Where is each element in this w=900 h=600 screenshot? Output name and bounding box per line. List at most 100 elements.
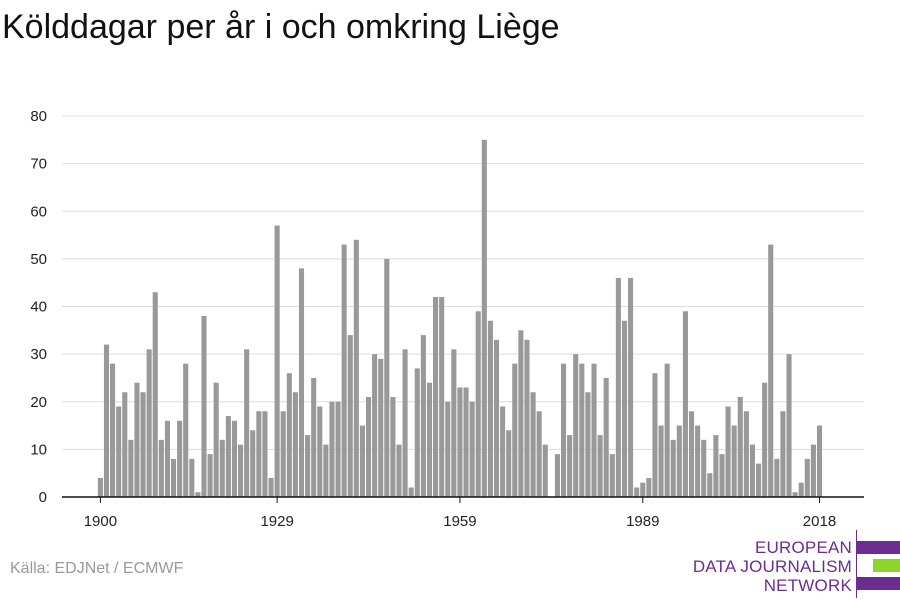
bar-1985[interactable] <box>615 277 621 497</box>
bar-1948[interactable] <box>390 396 396 497</box>
bar-1976[interactable] <box>561 363 567 497</box>
bar-1952[interactable] <box>414 368 420 497</box>
bar-1969[interactable] <box>518 330 524 497</box>
bar-1901[interactable] <box>103 344 110 497</box>
bar-1972[interactable] <box>536 411 542 497</box>
bar-1949[interactable] <box>396 444 402 497</box>
bar-1914[interactable] <box>183 363 189 497</box>
bar-2001[interactable] <box>713 435 719 497</box>
bar-1975[interactable] <box>554 454 560 497</box>
bar-1988[interactable] <box>634 487 640 497</box>
bar-1954[interactable] <box>426 382 433 497</box>
bar-1963[interactable] <box>481 139 487 497</box>
bar-1919[interactable] <box>213 382 219 497</box>
bar-1943[interactable] <box>359 425 365 497</box>
bar-1964[interactable] <box>487 320 493 497</box>
bar-1990[interactable] <box>646 477 652 497</box>
bar-1955[interactable] <box>433 296 439 497</box>
bar-1971[interactable] <box>530 392 536 497</box>
bar-2010[interactable] <box>768 244 774 497</box>
bar-1986[interactable] <box>621 320 628 497</box>
bar-1947[interactable] <box>384 258 390 498</box>
bar-1905[interactable] <box>128 439 134 497</box>
bar-1918[interactable] <box>207 454 213 497</box>
bar-1938[interactable] <box>329 401 335 497</box>
bar-2006[interactable] <box>743 411 749 497</box>
bar-1983[interactable] <box>603 377 609 497</box>
bar-1942[interactable] <box>353 239 359 497</box>
bar-1915[interactable] <box>189 458 195 497</box>
bar-1927[interactable] <box>262 411 268 497</box>
bar-1973[interactable] <box>542 444 548 497</box>
bar-1909[interactable] <box>152 292 158 497</box>
bar-1998[interactable] <box>695 425 701 497</box>
bar-2017[interactable] <box>810 444 816 497</box>
bar-1950[interactable] <box>402 349 408 497</box>
bar-1941[interactable] <box>347 335 353 497</box>
bar-1937[interactable] <box>323 444 329 497</box>
bar-1933[interactable] <box>298 268 305 497</box>
bar-1906[interactable] <box>134 382 140 497</box>
bar-1940[interactable] <box>341 244 347 497</box>
bar-1944[interactable] <box>365 396 372 497</box>
bar-1967[interactable] <box>506 430 512 497</box>
bar-1946[interactable] <box>378 358 384 497</box>
bar-1979[interactable] <box>579 363 585 497</box>
bar-1917[interactable] <box>201 316 207 497</box>
bar-1953[interactable] <box>420 335 426 497</box>
bar-1939[interactable] <box>335 401 341 497</box>
bar-1984[interactable] <box>609 454 615 497</box>
bar-1900[interactable] <box>97 477 103 497</box>
bar-1981[interactable] <box>591 363 597 497</box>
bar-1910[interactable] <box>158 439 164 497</box>
bar-1923[interactable] <box>238 444 244 497</box>
bar-1991[interactable] <box>652 373 658 497</box>
bar-1904[interactable] <box>122 392 128 497</box>
bar-2004[interactable] <box>731 425 737 497</box>
bar-1912[interactable] <box>170 458 177 497</box>
bar-2014[interactable] <box>792 492 798 497</box>
bar-2012[interactable] <box>780 411 786 497</box>
bar-2015[interactable] <box>798 482 804 497</box>
bar-2018[interactable] <box>816 425 823 497</box>
bar-2007[interactable] <box>749 444 755 497</box>
bar-1945[interactable] <box>372 354 378 498</box>
bar-1993[interactable] <box>664 363 670 497</box>
bar-1958[interactable] <box>451 349 457 497</box>
bar-1989[interactable] <box>640 482 646 497</box>
bar-1908[interactable] <box>146 349 152 497</box>
bar-1926[interactable] <box>256 411 262 497</box>
bar-1935[interactable] <box>311 377 317 497</box>
bar-1987[interactable] <box>628 277 634 497</box>
bar-1911[interactable] <box>164 420 170 497</box>
bar-1992[interactable] <box>658 425 664 497</box>
bar-1929[interactable] <box>274 225 280 498</box>
bar-1922[interactable] <box>231 420 238 497</box>
bar-1921[interactable] <box>225 416 231 497</box>
bar-1962[interactable] <box>475 311 481 497</box>
bar-1978[interactable] <box>573 354 579 498</box>
bar-1966[interactable] <box>500 406 506 497</box>
bar-1965[interactable] <box>493 339 500 497</box>
bar-1930[interactable] <box>280 411 286 497</box>
bar-1931[interactable] <box>286 373 292 497</box>
bar-1924[interactable] <box>244 349 250 497</box>
bar-2000[interactable] <box>707 473 713 497</box>
bar-2016[interactable] <box>804 458 810 497</box>
bar-1968[interactable] <box>512 363 518 497</box>
bar-1956[interactable] <box>439 296 445 497</box>
bar-2005[interactable] <box>737 396 743 497</box>
bar-1995[interactable] <box>676 425 682 497</box>
bar-2002[interactable] <box>719 454 725 497</box>
bar-1913[interactable] <box>177 420 183 497</box>
bar-1961[interactable] <box>469 401 475 497</box>
bar-1934[interactable] <box>305 435 311 497</box>
bar-1920[interactable] <box>219 439 225 497</box>
bar-1977[interactable] <box>567 435 573 497</box>
bar-1982[interactable] <box>597 435 603 497</box>
bar-1997[interactable] <box>688 411 695 497</box>
bar-1980[interactable] <box>585 392 591 497</box>
bar-1925[interactable] <box>250 430 256 497</box>
bar-1960[interactable] <box>463 387 469 497</box>
bar-1907[interactable] <box>140 392 146 497</box>
